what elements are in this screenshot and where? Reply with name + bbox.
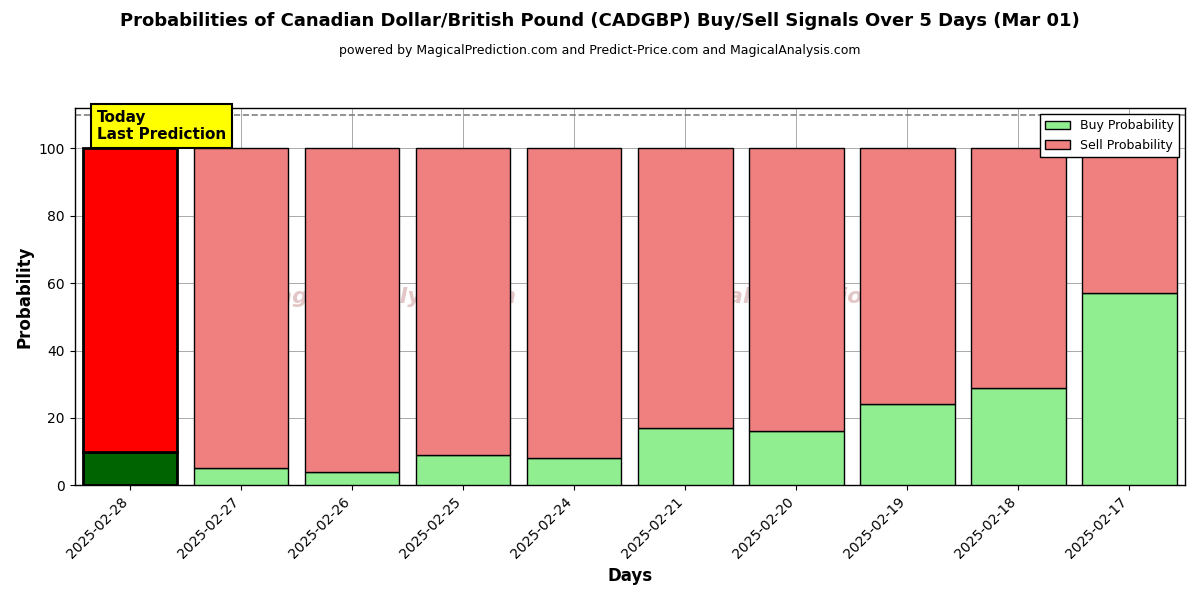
Bar bbox=[527, 458, 622, 485]
X-axis label: Days: Days bbox=[607, 567, 653, 585]
Bar bbox=[971, 148, 1066, 388]
Bar bbox=[749, 148, 844, 431]
Bar bbox=[83, 452, 178, 485]
Bar bbox=[1082, 293, 1177, 485]
Bar bbox=[860, 148, 955, 404]
Text: MagicalPrediction.com: MagicalPrediction.com bbox=[654, 287, 938, 307]
Legend: Buy Probability, Sell Probability: Buy Probability, Sell Probability bbox=[1040, 114, 1178, 157]
Text: Probabilities of Canadian Dollar/British Pound (CADGBP) Buy/Sell Signals Over 5 : Probabilities of Canadian Dollar/British… bbox=[120, 12, 1080, 30]
Bar bbox=[416, 148, 510, 455]
Bar bbox=[860, 404, 955, 485]
Y-axis label: Probability: Probability bbox=[16, 245, 34, 348]
Bar bbox=[305, 472, 400, 485]
Bar bbox=[527, 148, 622, 458]
Bar bbox=[638, 428, 732, 485]
Bar bbox=[194, 469, 288, 485]
Bar bbox=[194, 148, 288, 469]
Bar bbox=[416, 455, 510, 485]
Bar bbox=[83, 148, 178, 452]
Text: powered by MagicalPrediction.com and Predict-Price.com and MagicalAnalysis.com: powered by MagicalPrediction.com and Pre… bbox=[340, 44, 860, 57]
Bar bbox=[749, 431, 844, 485]
Bar bbox=[305, 148, 400, 472]
Bar bbox=[1082, 148, 1177, 293]
Bar bbox=[638, 148, 732, 428]
Bar bbox=[971, 388, 1066, 485]
Text: Today
Last Prediction: Today Last Prediction bbox=[97, 110, 226, 142]
Text: MagicalAnalysis.com: MagicalAnalysis.com bbox=[256, 287, 516, 307]
